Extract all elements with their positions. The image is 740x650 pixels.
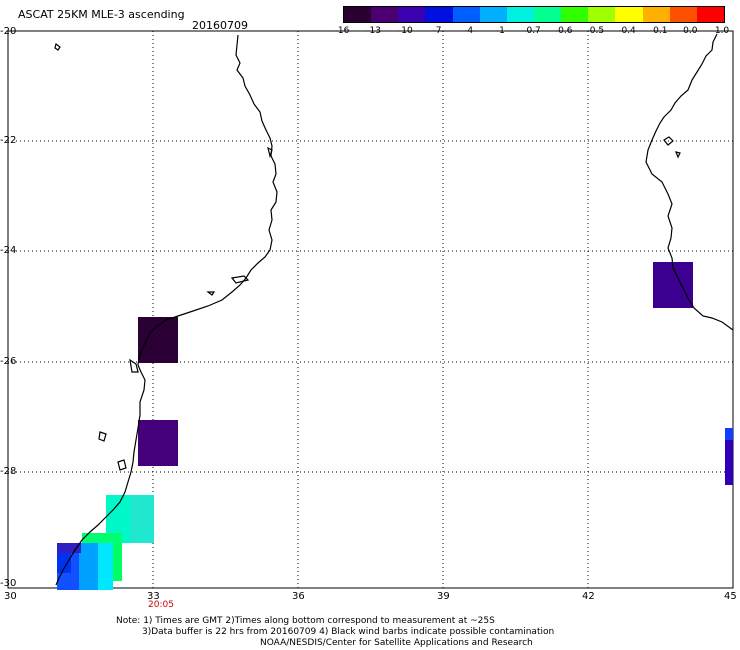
gridlines <box>8 31 733 588</box>
y-axis-label: -26 <box>0 356 17 367</box>
data-cell <box>130 495 154 543</box>
colorbar-segment <box>452 7 480 22</box>
x-axis-label: 36 <box>292 591 305 602</box>
colorbar-segment <box>561 7 589 22</box>
colorbar-segment <box>479 7 507 22</box>
y-axis-label: -24 <box>0 245 17 256</box>
colorbar-tick-label: -13 <box>366 26 381 36</box>
coastline <box>54 33 734 586</box>
data-cell <box>725 428 733 440</box>
colorbar-segment <box>642 7 670 22</box>
data-cell <box>653 262 693 308</box>
x-axis-label: 33 <box>147 591 160 602</box>
colorbar-segment <box>398 7 426 22</box>
colorbar-segment <box>588 7 616 22</box>
colorbar-tick-label: -7 <box>432 26 442 36</box>
y-axis-label: -30 <box>0 578 17 589</box>
colorbar-tick-label: 1.0 <box>714 26 730 36</box>
data-cells <box>57 262 733 590</box>
x-axis-label: 39 <box>437 591 450 602</box>
map-date: 20160709 <box>192 19 248 32</box>
colorbar-tick-label: -16 <box>334 26 350 36</box>
colorbar-segment <box>615 7 643 22</box>
map-title: ASCAT 25KM MLE-3 ascending <box>18 8 185 21</box>
x-axis-label: 42 <box>582 591 595 602</box>
colorbar-tick-label: -10 <box>397 26 413 36</box>
y-axis-label: -20 <box>0 26 17 37</box>
colorbar-tick-label: -1 <box>495 26 505 36</box>
note-line-2: 3)Data buffer is 22 hrs from 20160709 4)… <box>142 627 555 637</box>
colorbar-tick-label: -4 <box>464 26 474 36</box>
colorbar-tick-label: -0.5 <box>586 26 605 36</box>
data-cell <box>138 317 178 363</box>
colorbar-segment <box>371 7 399 22</box>
colorbar-tick-label: 0.0 <box>683 26 698 36</box>
colorbar-tick-label: -0.6 <box>554 26 573 36</box>
note-line-1: Note: 1) Times are GMT 2)Times along bot… <box>116 616 495 626</box>
note-line-3: NOAA/NESDIS/Center for Satellite Applica… <box>260 638 533 648</box>
plot-frame <box>7 30 734 589</box>
x-axis-label: 45 <box>724 591 737 602</box>
colorbar <box>343 6 725 23</box>
y-axis-label: -28 <box>0 466 17 477</box>
colorbar-segment <box>696 7 724 22</box>
colorbar-ticks: -16 -13 -10 -7 -4 -1 -0.7 -0.6 -0.5 -0.4 -0.1 0.0 1.… <box>330 26 734 38</box>
colorbar-tick-label: -0.4 <box>618 26 636 36</box>
y-axis-label: -22 <box>0 135 17 146</box>
colorbar-segment <box>669 7 697 22</box>
colorbar-segment <box>506 7 534 22</box>
data-cell <box>138 420 178 466</box>
x-axis-label: 30 <box>4 591 17 602</box>
data-cell <box>98 543 113 590</box>
colorbar-tick-label: -0.7 <box>523 26 541 36</box>
pass-time-label: 20:05 <box>148 600 174 610</box>
colorbar-segment <box>533 7 562 22</box>
colorbar-segment <box>344 7 372 22</box>
colorbar-segment <box>425 7 453 22</box>
data-cell <box>725 440 733 485</box>
data-cell <box>57 553 71 573</box>
colorbar-tick-label: -0.1 <box>649 26 668 36</box>
data-cell <box>113 543 122 581</box>
data-cell <box>57 543 81 553</box>
